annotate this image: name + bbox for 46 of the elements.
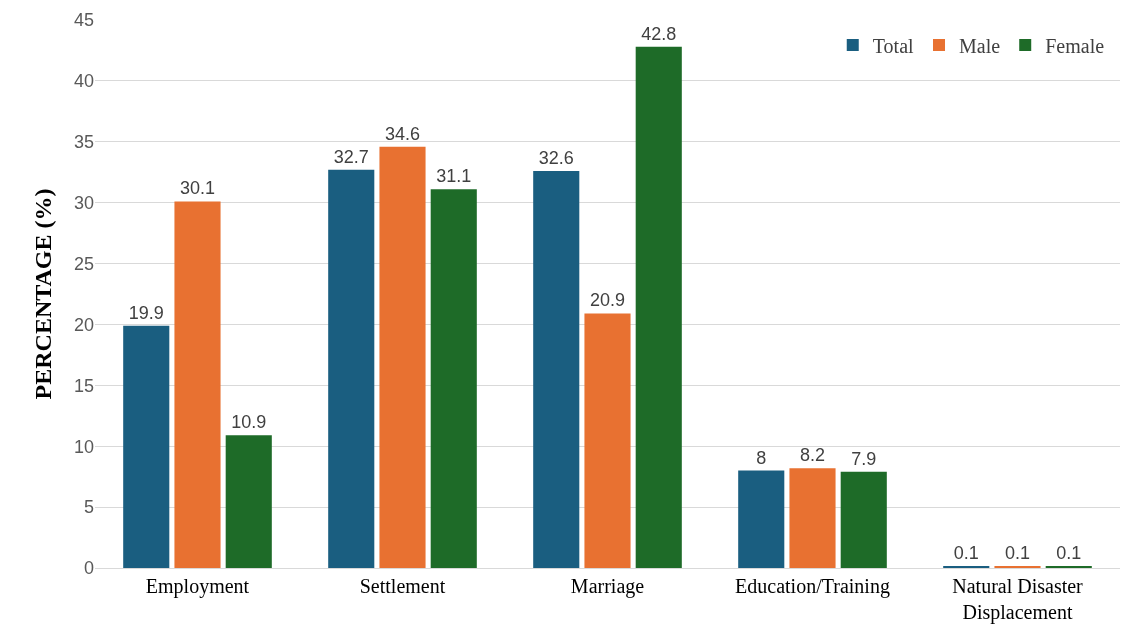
bar [174, 201, 221, 568]
data-label: 31.1 [436, 166, 472, 187]
data-label: 32.6 [538, 148, 574, 168]
data-label: 8.2 [799, 445, 826, 466]
x-tick-label: Employment [145, 575, 250, 598]
data-label: 10.9 [231, 412, 267, 433]
data-label: 8 [756, 447, 767, 468]
bar [738, 470, 785, 568]
y-tick-label: 25 [73, 253, 94, 274]
data-label: 42.8 [641, 23, 677, 44]
y-axis-title: PERCENTAGE (%) [30, 188, 57, 400]
bar [533, 171, 580, 568]
bar [123, 325, 170, 568]
legend-label: Female [1045, 34, 1105, 57]
y-tick-label: 0 [83, 558, 94, 579]
bar [840, 471, 887, 568]
y-tick-label: 10 [73, 436, 94, 457]
data-label: 30.1 [179, 178, 216, 199]
y-tick-label: 45 [73, 10, 94, 31]
legend-label: Male [959, 34, 1001, 57]
data-label: 19.9 [128, 302, 164, 323]
bar [379, 146, 426, 568]
x-tick-label: Settlement [359, 575, 446, 597]
x-tick-label: Marriage [570, 575, 645, 598]
bar [789, 468, 836, 568]
data-label: 0.1 [1056, 543, 1082, 563]
x-tick-label: Education/Training [735, 575, 890, 598]
bar [328, 169, 375, 568]
y-tick-label: 35 [73, 132, 94, 153]
y-tick-label: 30 [73, 192, 94, 213]
data-label: 7.9 [851, 448, 877, 469]
bar [430, 189, 477, 568]
data-label: 0.1 [1004, 543, 1031, 563]
data-label: 32.7 [333, 146, 369, 167]
legend-label: Total [872, 34, 914, 57]
bar [584, 313, 631, 568]
y-tick-label: 20 [73, 314, 94, 335]
x-tick-label: Natural Disaster Displacement [952, 575, 1084, 624]
bar [225, 435, 272, 568]
data-label: 34.6 [384, 123, 421, 144]
y-tick-label: 15 [73, 375, 94, 396]
data-label: 0.1 [953, 543, 979, 563]
y-tick-label: 5 [83, 497, 94, 518]
y-tick-label: 40 [73, 71, 94, 92]
data-label: 20.9 [589, 290, 626, 311]
bar [635, 46, 682, 568]
